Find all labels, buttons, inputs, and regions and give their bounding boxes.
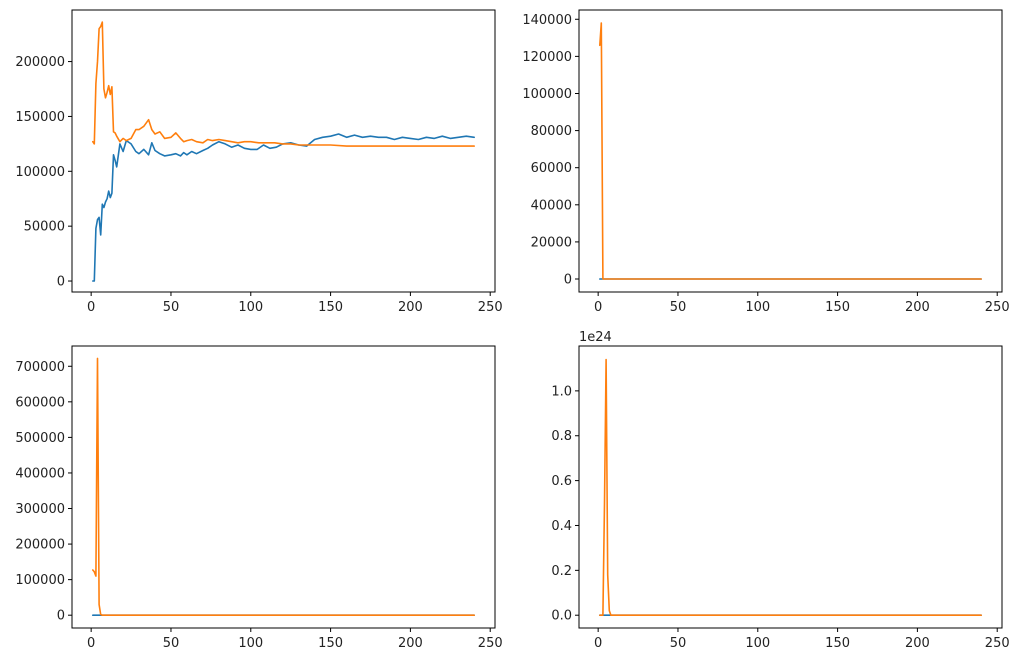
subplot-4: 0 50 100 150 200 250 0.0 0.2 0.4 0.6 0.8 1.0 1e24 — [551, 330, 1009, 651]
x-tick-label: 50 — [670, 636, 687, 651]
y-tick-label: 40000 — [531, 198, 572, 213]
y-tick-label: 100000 — [15, 165, 65, 180]
x-tick-label: 100 — [238, 300, 263, 315]
series-line-2 — [92, 357, 476, 617]
x-tick-label: 50 — [163, 300, 180, 315]
x-tick-label: 250 — [478, 300, 503, 315]
y-tick-label: 0 — [564, 273, 572, 288]
y-tick-label: 120000 — [522, 50, 572, 65]
y-tick-label: 80000 — [531, 124, 572, 139]
x-tick-label: 200 — [905, 636, 930, 651]
subplot-2: 0 50 100 150 200 250 0 20000 40000 60000 80000 1000… — [522, 9, 1010, 315]
x-tick-label: 0 — [87, 636, 95, 651]
axes-frame — [71, 9, 496, 293]
y-tick-label: 100000 — [522, 87, 572, 102]
y-tick-label: 200000 — [15, 538, 65, 553]
y-tick-label: 500000 — [15, 431, 65, 446]
x-tick-label: 200 — [398, 636, 423, 651]
x-tick-label: 150 — [825, 636, 850, 651]
series-line-2 — [598, 22, 983, 280]
x-tick-label: 50 — [670, 300, 687, 315]
axes-frame — [578, 345, 1003, 629]
y-tick-label: 0.0 — [551, 609, 572, 624]
y-tick-label: 600000 — [15, 395, 65, 410]
y-tick-label: 1.0 — [551, 384, 572, 399]
x-tick-label: 250 — [985, 300, 1010, 315]
x-tick-label: 150 — [318, 300, 343, 315]
axes-frame — [578, 9, 1003, 293]
y-offset-label: 1e24 — [579, 330, 612, 345]
x-tick-label: 150 — [318, 636, 343, 651]
y-tick-label: 0.2 — [551, 564, 572, 579]
y-tick-label: 0.6 — [551, 474, 572, 489]
x-tick-label: 0 — [594, 636, 602, 651]
axes-frame — [71, 345, 496, 629]
x-tick-label: 200 — [905, 300, 930, 315]
y-tick-label: 60000 — [531, 161, 572, 176]
x-tick-label: 50 — [163, 636, 180, 651]
y-tick-label: 700000 — [15, 360, 65, 375]
x-tick-label: 0 — [594, 300, 602, 315]
y-tick-label: 50000 — [24, 220, 65, 235]
y-tick-label: 150000 — [15, 110, 65, 125]
x-tick-label: 250 — [985, 636, 1010, 651]
x-tick-label: 100 — [745, 636, 770, 651]
y-tick-label: 200000 — [15, 55, 65, 70]
y-tick-label: 0 — [57, 275, 65, 290]
y-tick-label: 0.4 — [551, 519, 572, 534]
y-tick-label: 0 — [57, 609, 65, 624]
series-line-2 — [598, 358, 983, 617]
x-tick-label: 250 — [478, 636, 503, 651]
x-tick-label: 150 — [825, 300, 850, 315]
series-line-2 — [92, 21, 476, 147]
subplot-1: 0 50 100 150 200 250 0 50000 100000 150000 200000 — [15, 9, 503, 315]
series-line-1 — [92, 133, 476, 282]
y-tick-label: 300000 — [15, 502, 65, 517]
x-tick-label: 0 — [87, 300, 95, 315]
x-tick-label: 100 — [238, 636, 263, 651]
x-tick-label: 200 — [398, 300, 423, 315]
y-tick-label: 100000 — [15, 573, 65, 588]
y-tick-label: 20000 — [531, 235, 572, 250]
y-tick-label: 400000 — [15, 466, 65, 481]
y-tick-label: 140000 — [522, 13, 572, 28]
y-tick-label: 0.8 — [551, 429, 572, 444]
subplot-3: 0 50 100 150 200 250 0 100000 200000 300000 400000… — [15, 345, 503, 651]
x-tick-label: 100 — [745, 300, 770, 315]
